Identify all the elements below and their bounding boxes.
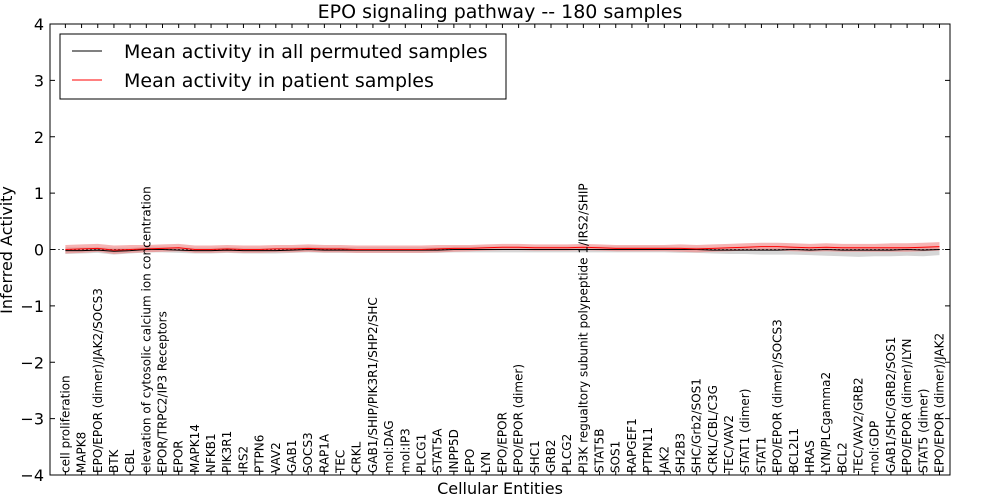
x-tick-label: PLCG1 bbox=[414, 434, 428, 473]
x-tick-label: SHC/Grb2/SOS1 bbox=[690, 378, 704, 473]
x-tick-label: NFKB1 bbox=[204, 433, 218, 473]
y-tick-label: 4 bbox=[34, 15, 44, 34]
x-tick-label: mol:DAG bbox=[382, 420, 396, 473]
band-2 bbox=[65, 242, 940, 255]
x-tick-label: cell proliferation bbox=[58, 375, 72, 473]
x-tick-label: TEC bbox=[334, 450, 348, 474]
x-tick-label: PTPN11 bbox=[641, 427, 655, 473]
x-tick-label: STAT1 bbox=[754, 437, 768, 473]
x-tick-label: CBL bbox=[123, 449, 137, 473]
x-tick-label: elevation of cytosolic calcium ion conce… bbox=[139, 186, 153, 473]
x-tick-label: STAT5B bbox=[593, 429, 607, 474]
x-tick-label: INPP5D bbox=[447, 429, 461, 473]
x-tick-label: STAT5 (dimer) bbox=[916, 389, 930, 473]
x-tick-label: BCL2L1 bbox=[787, 428, 801, 473]
x-tick-label: RAP1A bbox=[317, 433, 331, 473]
x-tick-label: PLCG2 bbox=[560, 434, 574, 473]
x-tick-label: EPO/EPOR (dimer) bbox=[512, 364, 526, 473]
x-tick-label: MAPK8 bbox=[75, 432, 89, 473]
legend-label-2: Mean activity in patient samples bbox=[124, 70, 434, 92]
x-tick-label: EPO/EPOR (dimer)/LYN bbox=[900, 339, 914, 473]
x-tick-label: EPO bbox=[463, 449, 477, 473]
x-tick-label: SH2B3 bbox=[673, 433, 687, 473]
x-tick-label: PTPN6 bbox=[253, 435, 267, 473]
x-tick-label: EPO/EPOR (dimer)/JAK2 bbox=[932, 333, 946, 473]
y-tick-label: 3 bbox=[34, 71, 44, 90]
x-tick-label: SHC1 bbox=[528, 440, 542, 473]
y-tick-label: −1 bbox=[20, 297, 44, 316]
x-tick-label: GAB1 bbox=[285, 440, 299, 473]
x-tick-label: EPOR/TRPC2/IP3 Receptors bbox=[156, 311, 170, 473]
x-tick-label: EPO/EPOR bbox=[495, 412, 509, 473]
x-tick-label: LYN/PLCgamma2 bbox=[819, 372, 833, 473]
x-tick-label: GAB1/SHC/GRB2/SOS1 bbox=[884, 337, 898, 473]
x-tick-label: GRB2 bbox=[544, 439, 558, 473]
series-line-1 bbox=[65, 248, 940, 252]
y-tick-label: −3 bbox=[20, 410, 44, 429]
x-tick-label: HRAS bbox=[803, 440, 817, 473]
legend-box bbox=[59, 33, 507, 100]
x-tick-label: SOS1 bbox=[609, 441, 623, 473]
y-tick-label: 0 bbox=[34, 241, 44, 260]
x-tick-label: STAT1 (dimer) bbox=[738, 389, 752, 473]
y-tick-label: −2 bbox=[20, 353, 44, 372]
y-tick-label: 2 bbox=[34, 128, 44, 147]
x-tick-label: EPOR bbox=[172, 440, 186, 473]
x-tick-label: CRKL/CBL/C3G bbox=[706, 385, 720, 473]
x-tick-label: EPO/EPOR (dimer)/JAK2/SOCS3 bbox=[91, 288, 105, 473]
y-axis-label: Inferred Activity bbox=[0, 186, 16, 314]
y-axis: −4 −3 −2 −1 0 1 2 3 4 bbox=[20, 15, 950, 485]
x-tick-label: MAPK14 bbox=[188, 424, 202, 473]
x-tick-label: VAV2 bbox=[269, 442, 283, 473]
legend-label-1: Mean activity in all permuted samples bbox=[124, 41, 487, 63]
x-tick-label: PIK3R1 bbox=[220, 431, 234, 473]
x-tick-label: STAT5A bbox=[431, 428, 445, 473]
x-tick-label: RAPGEF1 bbox=[625, 418, 639, 473]
x-tick-label: SOCS3 bbox=[301, 432, 315, 473]
x-tick-label: BCL2 bbox=[835, 442, 849, 473]
x-tick-label: LYN bbox=[479, 452, 493, 473]
y-tick-label: −4 bbox=[20, 466, 44, 485]
y-tick-label: 1 bbox=[34, 184, 44, 203]
x-tick-label: TEC/VAV2 bbox=[722, 415, 736, 474]
x-tick-label: IRS2 bbox=[236, 446, 250, 473]
legend: Mean activity in all permuted samples Mea… bbox=[59, 33, 507, 100]
x-tick-label: mol:IP3 bbox=[398, 428, 412, 473]
x-tick-label: BTK bbox=[107, 448, 121, 473]
x-tick-label: JAK2 bbox=[657, 446, 671, 474]
x-axis-label: Cellular Entities bbox=[437, 479, 563, 498]
x-tick-label: TEC/VAV2/GRB2 bbox=[852, 377, 866, 474]
x-tick-label: CRKL bbox=[350, 441, 364, 473]
chart-title: EPO signaling pathway -- 180 samples bbox=[318, 1, 683, 23]
series-lines bbox=[65, 246, 940, 252]
x-tick-label: mol:GDP bbox=[868, 421, 882, 473]
series-line-2 bbox=[65, 246, 940, 251]
x-tick-label: PI3K regualtory subunit polypeptide 1/IR… bbox=[576, 183, 590, 473]
x-axis: cell proliferation MAPK8 EPO/EPOR (dimer)/… bbox=[58, 24, 946, 475]
x-tick-label: GAB1/SHIP/PIK3R1/SHP2/SHC bbox=[366, 297, 380, 473]
x-tick-label: EPO/EPOR (dimer)/SOCS3 bbox=[771, 319, 785, 473]
